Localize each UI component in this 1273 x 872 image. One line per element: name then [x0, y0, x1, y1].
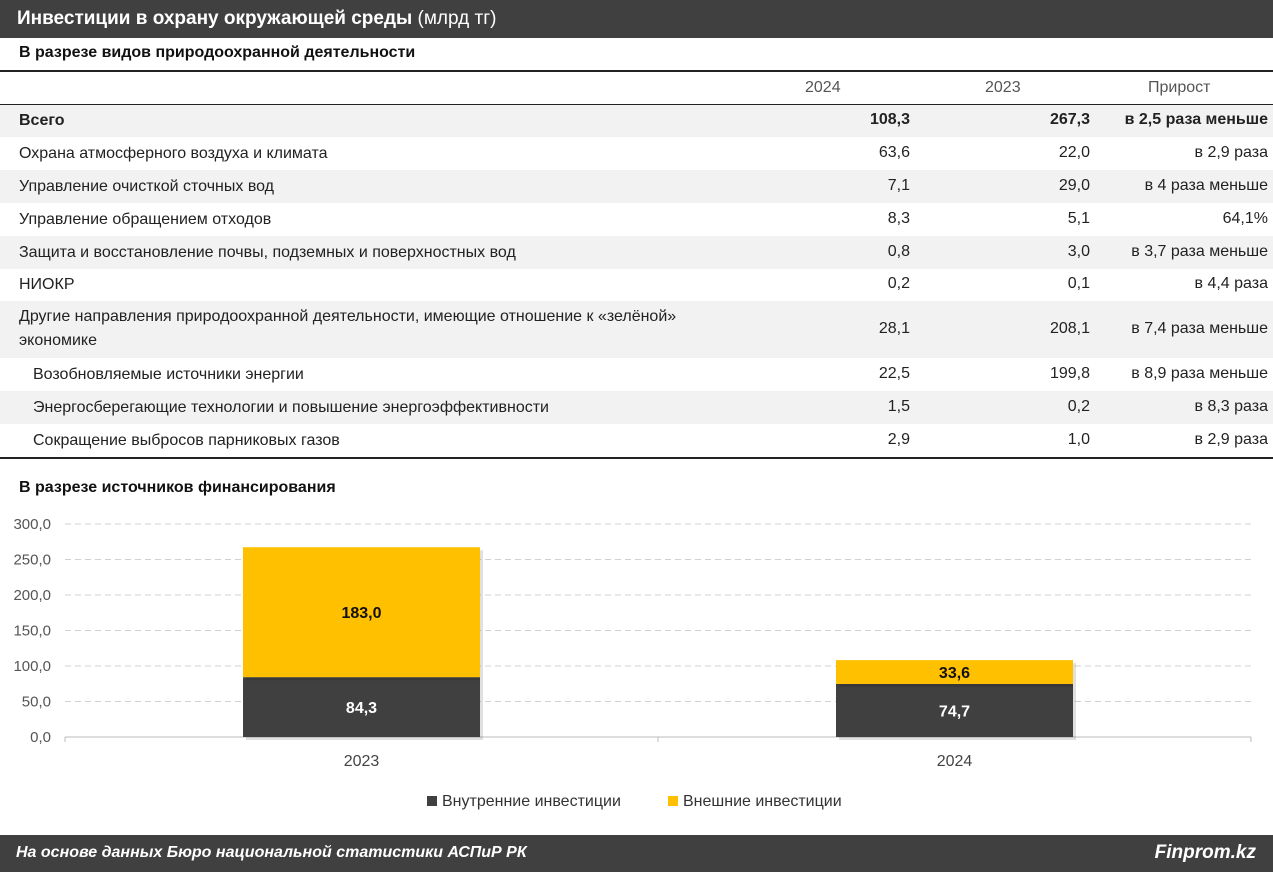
data-label: 183,0 [341, 605, 381, 622]
value-2024: 0,8 [887, 243, 910, 260]
growth-value: в 8,9 раза меньше [1131, 365, 1268, 382]
y-tick-label: 50,0 [22, 694, 51, 711]
row-label: НИОКР [19, 276, 75, 293]
value-2024: 8,3 [887, 210, 910, 227]
value-2023: 0,1 [1067, 275, 1090, 292]
value-2023: 1,0 [1067, 431, 1090, 448]
data-label: 74,7 [939, 703, 970, 720]
value-2024: 0,2 [887, 275, 910, 292]
table-header-rule [0, 104, 1273, 105]
title-bar: Инвестиции в охрану окружающей среды (мл… [0, 0, 1273, 38]
value-2023: 208,1 [1049, 320, 1090, 337]
legend-item-foreign: Внешние инвестиции [668, 793, 842, 811]
data-label: 84,3 [346, 700, 377, 717]
row-label: Другие направления природоохранной деяте… [19, 308, 677, 349]
y-tick-label: 250,0 [13, 552, 51, 569]
table-row: Всего 108,3 267,3 в 2,5 раза меньше [0, 105, 1273, 137]
growth-value: в 2,9 раза [1194, 144, 1268, 161]
table-bottom-rule [0, 457, 1273, 459]
value-2024: 28,1 [878, 320, 910, 337]
table-row: Сокращение выбросов парниковых газов 2,9 1… [0, 424, 1273, 457]
table-row: НИОКР 0,2 0,1 в 4,4 раза [0, 269, 1273, 301]
row-label: Охрана атмосферного воздуха и климата [19, 145, 328, 162]
legend-swatch-domestic [427, 796, 437, 806]
x-tick-label: 2024 [937, 753, 973, 770]
y-tick-label: 100,0 [13, 658, 51, 675]
value-2023: 0,2 [1067, 398, 1090, 415]
growth-value: в 7,4 раза меньше [1131, 320, 1268, 337]
growth-value: 64,1% [1222, 210, 1268, 227]
chart-subtitle: В разрезе источников финансирования [19, 479, 336, 496]
stacked-bar-chart: 0,0 50,0 100,0 150,0 200,0 250,0 300,0 84,3 183,… [13, 516, 1252, 770]
value-2024: 22,5 [878, 365, 910, 382]
row-label: Защита и восстановление почвы, подземных… [19, 244, 516, 261]
legend-label-domestic: Внутренние инвестиции [442, 793, 621, 810]
legend-label-foreign: Внешние инвестиции [683, 793, 842, 810]
page-title: Инвестиции в охрану окружающей среды [17, 8, 413, 29]
value-2023: 3,0 [1067, 243, 1090, 260]
table-row: Возобновляемые источники энергии 22,5 199,… [0, 358, 1273, 391]
value-2024: 63,6 [878, 144, 910, 161]
legend-swatch-foreign [668, 796, 678, 806]
table-subtitle: В разрезе видов природоохранной деятельн… [19, 44, 416, 61]
bar-domestic-2023 [243, 677, 480, 737]
value-2023: 22,0 [1058, 144, 1090, 161]
row-label: Сокращение выбросов парниковых газов [33, 432, 340, 449]
row-label: Управление очисткой сточных вод [19, 178, 275, 195]
y-tick-label: 150,0 [13, 623, 51, 640]
bar-foreign-2024 [836, 660, 1073, 684]
table-row: Управление обращением отходов 8,3 5,1 64,1% [0, 203, 1273, 236]
bar-foreign-2023 [243, 547, 480, 678]
growth-value: в 8,3 раза [1194, 398, 1268, 415]
col-header-2023: 2023 [985, 79, 1021, 96]
growth-value: в 2,9 раза [1194, 431, 1268, 448]
footer: На основе данных Бюро национальной стати… [0, 835, 1273, 872]
y-tick-label: 200,0 [13, 587, 51, 604]
table-top-rule [0, 70, 1273, 72]
growth-value: в 4,4 раза [1194, 275, 1268, 292]
table-row: Защита и восстановление почвы, подземных… [0, 236, 1273, 269]
title-unit: (млрд тг) [417, 8, 497, 29]
value-2023: 29,0 [1058, 177, 1090, 194]
row-label: Всего [19, 112, 65, 129]
value-2023: 5,1 [1067, 210, 1090, 227]
row-label: Возобновляемые источники энергии [33, 366, 304, 383]
source-note: На основе данных Бюро национальной стати… [16, 844, 527, 861]
growth-value: в 2,5 раза меньше [1124, 111, 1268, 128]
value-2024: 108,3 [869, 111, 910, 128]
table-row: Управление очисткой сточных вод 7,1 29,0 в … [0, 170, 1273, 203]
x-tick-label: 2023 [344, 753, 380, 770]
growth-value: в 4 раза меньше [1144, 177, 1268, 194]
col-header-2024: 2024 [805, 79, 841, 96]
value-2023: 267,3 [1049, 111, 1090, 128]
y-tick-label: 300,0 [13, 516, 51, 533]
data-label: 33,6 [939, 665, 970, 682]
brand-logo[interactable]: Finprom.kz [1154, 842, 1256, 863]
y-tick-label: 0,0 [30, 729, 51, 746]
table-row: Другие направления природоохранной деяте… [0, 301, 1273, 358]
row-label: Энергосберегающие технологии и повышение… [33, 399, 549, 416]
growth-value: в 3,7 раза меньше [1131, 243, 1268, 260]
legend-item-domestic: Внутренние инвестиции [427, 793, 621, 811]
row-label: Управление обращением отходов [19, 211, 272, 228]
value-2024: 7,1 [887, 177, 910, 194]
table-row: Охрана атмосферного воздуха и климата 63,… [0, 137, 1273, 170]
value-2023: 199,8 [1049, 365, 1090, 382]
value-2024: 1,5 [887, 398, 910, 415]
value-2024: 2,9 [887, 431, 910, 448]
table-row: Энергосберегающие технологии и повышение… [0, 391, 1273, 424]
bar-domestic-2024 [836, 683, 1073, 737]
col-header-growth: Прирост [1148, 79, 1211, 96]
